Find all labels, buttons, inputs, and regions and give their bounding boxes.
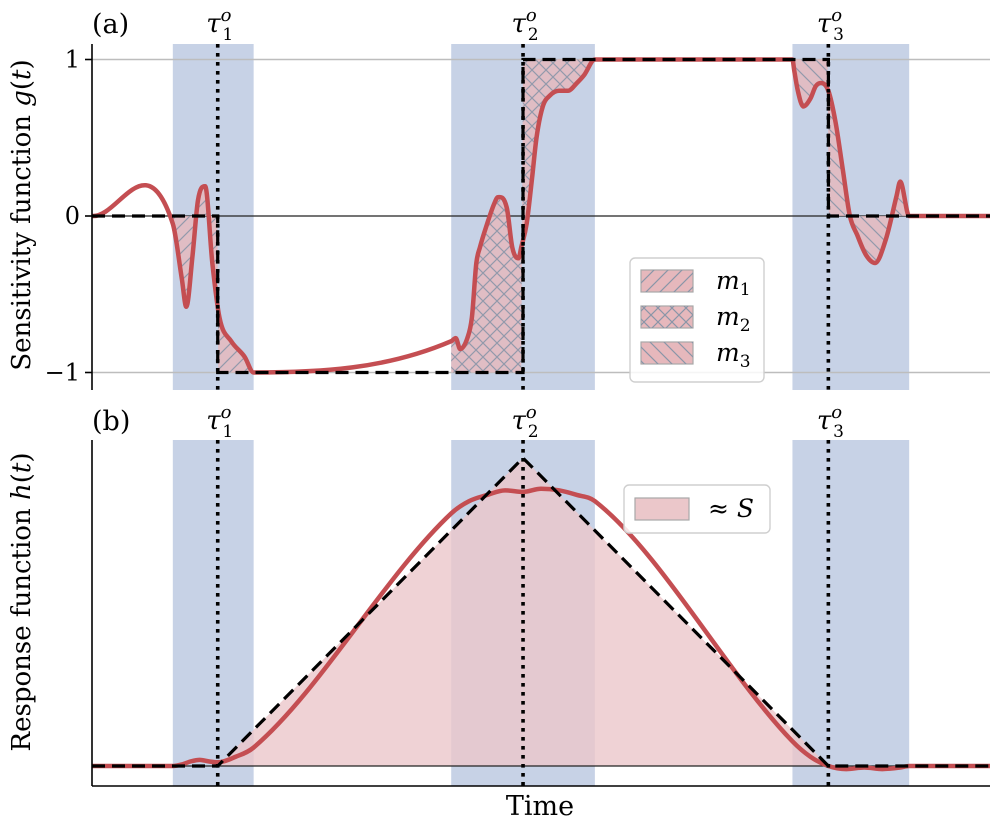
y-tick-label-1: 0 xyxy=(65,202,80,230)
tau-label-3: τo 3 xyxy=(817,5,844,45)
tau-label-2: τo 2 xyxy=(512,402,539,442)
x-axis-label: Time xyxy=(506,791,574,822)
panel-label-b: (b) xyxy=(92,406,130,437)
legend-b: ≈ S xyxy=(623,484,771,534)
legend-label-1: m1 xyxy=(716,266,751,300)
legend-swatch-S xyxy=(634,497,690,521)
pulse-time-labels-b: τo 1 τo 2 τo 3 xyxy=(206,402,844,442)
actual-sensitivity-curve xyxy=(91,57,990,375)
actual-response-curve xyxy=(92,486,990,772)
tau-label-2: τo 2 xyxy=(512,5,539,45)
legend-box-b xyxy=(623,484,771,534)
y-axis-label-a: Sensitivity function g(t) xyxy=(7,59,37,370)
legend-label-2: m2 xyxy=(716,302,751,336)
axes-a: 1 0 −1 xyxy=(45,44,93,390)
panel-b-response: τo 1 τo 2 τo 3 (b) Response function h(t) Tim… xyxy=(7,402,990,822)
legend-label-3: m3 xyxy=(716,338,751,372)
pulse-window-b-1 xyxy=(172,440,254,786)
legend-hatch-1 xyxy=(641,270,693,292)
panel-label-a: (a) xyxy=(92,9,129,40)
panel-a-sensitivity: 1 0 −1 τo 1 τo 2 τo 3 (a) Sensitivity function … xyxy=(7,5,990,390)
ideal-response-curve xyxy=(92,455,990,768)
area-fill-S xyxy=(92,458,990,766)
curves-b xyxy=(92,440,990,786)
legend-hatch-2 xyxy=(641,306,693,328)
tau-label-1: τo 1 xyxy=(206,402,233,442)
tau-label-3: τo 3 xyxy=(817,402,844,442)
y-tick-label-2: −1 xyxy=(45,359,80,387)
y-axis-label-b: Response function h(t) xyxy=(7,453,37,752)
pulse-window-b-3 xyxy=(792,440,910,786)
tau-label-1: τo 1 xyxy=(206,5,233,45)
curves-a xyxy=(91,44,990,390)
axes-b xyxy=(91,440,990,787)
legend-label-S: ≈ S xyxy=(708,494,754,523)
y-tick-label-0: 1 xyxy=(65,46,80,74)
pulse-time-labels-a: τo 1 τo 2 τo 3 xyxy=(206,5,844,45)
legend-hatch-3 xyxy=(641,342,693,364)
error-hatch-3 xyxy=(792,59,910,263)
